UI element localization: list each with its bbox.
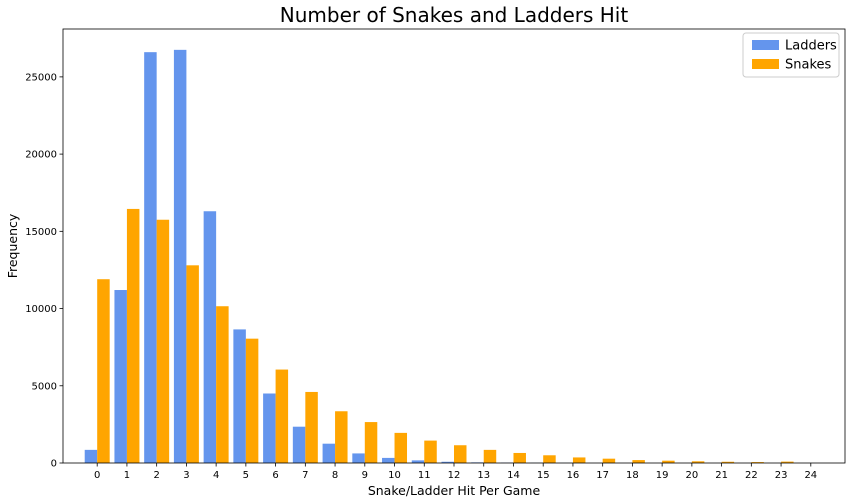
bar-snakes-16	[572, 457, 586, 463]
bar-snakes-18	[632, 460, 645, 463]
bar-snakes-22	[751, 462, 764, 463]
y-tick-label: 20000	[25, 150, 57, 161]
bar-snakes-20	[691, 461, 705, 463]
bar-snakes-6	[275, 369, 289, 463]
bar-snakes-3	[186, 265, 199, 463]
x-tick-label: 21	[715, 470, 728, 481]
y-tick-label: 25000	[25, 72, 57, 83]
bar-snakes-4	[216, 306, 229, 463]
legend-swatch-ladders	[752, 40, 779, 50]
y-axis-label: Frequency	[5, 213, 20, 278]
bar-ladders-1	[114, 290, 127, 463]
x-tick-label: 6	[272, 470, 278, 481]
x-tick-label: 8	[332, 470, 338, 481]
x-tick-label: 13	[477, 470, 490, 481]
x-tick-label: 5	[243, 470, 249, 481]
bar-snakes-10	[394, 432, 408, 463]
x-tick-label: 1	[124, 470, 130, 481]
x-tick-label: 17	[596, 470, 609, 481]
x-tick-label: 19	[656, 470, 669, 481]
bar-snakes-19	[662, 460, 675, 463]
bar-ladders-4	[203, 211, 217, 463]
y-tick-label: 15000	[25, 227, 57, 238]
bar-ladders-3	[173, 49, 187, 463]
bar-ladders-5	[233, 329, 246, 463]
legend: Ladders Snakes	[742, 32, 840, 78]
bar-snakes-9	[364, 422, 378, 463]
bar-snakes-15	[543, 455, 556, 463]
x-tick-label: 20	[686, 470, 699, 481]
bar-snakes-13	[483, 449, 497, 463]
x-tick-label: 9	[362, 470, 368, 481]
bar-snakes-1	[126, 208, 140, 463]
x-tick-label: 3	[183, 470, 189, 481]
x-tick-label: 2	[153, 470, 159, 481]
bar-snakes-21	[721, 461, 735, 463]
bar-snakes-0	[97, 279, 110, 463]
x-axis-label: Snake/Ladder Hit Per Game	[368, 483, 541, 498]
bar-snakes-12	[454, 445, 467, 463]
bar-snakes-14	[513, 452, 526, 463]
x-tick-label: 4	[213, 470, 219, 481]
legend-label-snakes: Snakes	[785, 58, 832, 73]
legend-swatch-snakes	[752, 59, 779, 69]
bar-snakes-7	[305, 391, 318, 463]
bars-group	[84, 49, 794, 464]
bar-snakes-17	[602, 458, 616, 463]
bar-ladders-9	[352, 453, 365, 463]
bar-snakes-5	[245, 338, 259, 463]
bar-ladders-12	[441, 461, 454, 463]
bar-ladders-7	[292, 426, 306, 463]
y-tick-label: 0	[51, 459, 57, 470]
x-tick-label: 18	[626, 470, 639, 481]
y-tick-label: 10000	[25, 304, 57, 315]
x-tick-label: 16	[567, 470, 580, 481]
y-tick-label: 5000	[32, 381, 57, 392]
x-tick-label: 22	[745, 470, 758, 481]
bar-snakes-11	[424, 440, 437, 463]
bar-ladders-6	[263, 393, 276, 463]
bar-snakes-23	[781, 461, 794, 463]
bar-snakes-8	[335, 411, 348, 463]
x-tick-label: 15	[537, 470, 550, 481]
x-tick-label: 14	[507, 470, 520, 481]
bar-ladders-2	[144, 52, 157, 464]
bar-ladders-0	[84, 449, 98, 463]
x-tick-label: 7	[302, 470, 308, 481]
x-tick-label: 11	[418, 470, 431, 481]
chart-title: Number of Snakes and Ladders Hit	[280, 3, 629, 27]
x-tick-label: 24	[804, 470, 817, 481]
axes-group: 0 1 2 3 4 5 6 7 8 9 10 11 12 13 14 15 16 17 18 19 20 21 22 23 24…	[25, 28, 846, 481]
x-tick-label: 23	[775, 470, 788, 481]
bar-ladders-8	[322, 443, 336, 463]
bar-ladders-11	[411, 460, 425, 463]
x-tick-label: 0	[94, 470, 100, 481]
bar-snakes-2	[156, 219, 170, 463]
x-tick-label: 12	[448, 470, 461, 481]
x-tick-label: 10	[388, 470, 401, 481]
legend-label-ladders: Ladders	[785, 39, 837, 54]
bar-ladders-10	[382, 457, 395, 463]
